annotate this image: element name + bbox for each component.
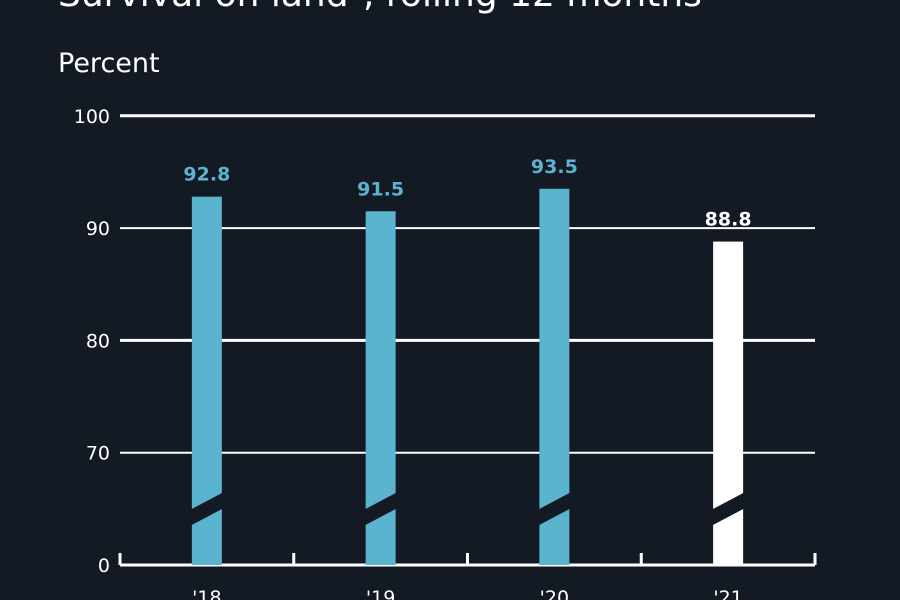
value-label: 92.8 [183, 164, 230, 186]
y-tick-label: 90 [86, 218, 110, 240]
x-tick-label: '19 [366, 587, 395, 600]
x-tick-label: '20 [540, 587, 569, 600]
y-tick-label: 80 [86, 330, 110, 352]
chart-title: Survival on land¹, rolling 12 months [58, 0, 702, 15]
axis-break [363, 492, 398, 526]
chart-subtitle: Percent [58, 48, 160, 79]
axis-break [537, 492, 572, 526]
value-label: 93.5 [531, 156, 578, 178]
value-label: 91.5 [357, 178, 404, 200]
y-tick-label: 0 [98, 555, 110, 577]
x-tick-label: '21 [713, 587, 742, 600]
y-tick-label: 100 [74, 106, 110, 128]
axis-break [711, 492, 746, 526]
value-label: 88.8 [705, 209, 752, 231]
x-tick-label: '18 [192, 587, 221, 600]
y-tick-label: 70 [86, 443, 110, 465]
axis-break [189, 492, 224, 526]
